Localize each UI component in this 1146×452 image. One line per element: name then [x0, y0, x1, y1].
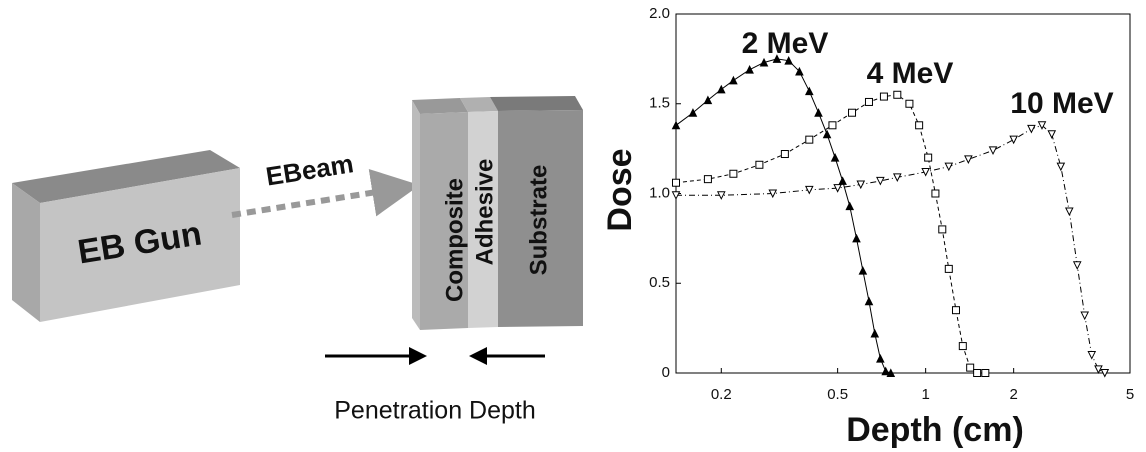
point: [945, 265, 952, 272]
point: [781, 151, 788, 158]
layer-top: [490, 96, 583, 111]
x-tick-label: 0.5: [827, 386, 848, 403]
point: [829, 122, 836, 129]
point: [882, 368, 889, 375]
x-tick-label: 5: [1126, 386, 1134, 403]
point: [730, 77, 737, 84]
point: [1074, 262, 1081, 269]
diagram: EB Gun EBeam Composite Adhesive Substrat…: [12, 96, 583, 425]
point: [673, 122, 680, 129]
point: [815, 109, 822, 116]
point: [761, 59, 768, 66]
series-label: 10 MeV: [1010, 87, 1113, 120]
point: [718, 86, 725, 93]
point: [965, 156, 972, 163]
point: [974, 370, 981, 377]
layer-label: Substrate: [525, 165, 552, 276]
point: [982, 370, 989, 377]
point: [959, 343, 966, 350]
point: [859, 267, 866, 274]
y-tick-label: 2.0: [649, 5, 670, 22]
series-label: 4 MeV: [867, 57, 954, 90]
point: [932, 190, 939, 197]
point: [1048, 131, 1055, 138]
x-tick-label: 0.2: [711, 386, 732, 403]
point: [939, 226, 946, 233]
point: [704, 176, 711, 183]
y-tick-label: 0: [662, 364, 670, 381]
point: [916, 122, 923, 129]
point: [730, 170, 737, 177]
point: [1081, 312, 1088, 319]
point: [906, 100, 913, 107]
point: [849, 109, 856, 116]
beam-label: EBeam: [264, 148, 356, 191]
point: [1028, 125, 1035, 132]
series-label: 2 MeV: [742, 27, 829, 60]
point: [952, 307, 959, 314]
point: [880, 93, 887, 100]
point: [945, 163, 952, 170]
x-tick-label: 1: [921, 386, 929, 403]
point: [673, 179, 680, 186]
point: [853, 235, 860, 242]
y-axis-label: Dose: [601, 148, 639, 231]
layer-label: Composite: [441, 178, 468, 302]
point: [806, 136, 813, 143]
caption: Penetration Depth: [334, 397, 536, 425]
y-tick-label: 0.5: [649, 274, 670, 291]
y-tick-label: 1.5: [649, 95, 670, 112]
point: [839, 177, 846, 184]
point: [865, 98, 872, 105]
figure: EB Gun EBeam Composite Adhesive Substrat…: [0, 0, 1146, 452]
point: [1057, 163, 1064, 170]
point: [871, 330, 878, 337]
point: [806, 88, 813, 95]
beam-arrow: [232, 187, 408, 215]
x-axis-label: Depth (cm): [846, 411, 1024, 449]
point: [877, 177, 884, 184]
point: [925, 154, 932, 161]
point: [832, 154, 839, 161]
x-tick-label: 2: [1009, 386, 1017, 403]
point: [824, 131, 831, 138]
gun-side: [12, 183, 40, 322]
point: [990, 147, 997, 154]
series-line: [676, 95, 985, 373]
point: [877, 355, 884, 362]
y-tick-label: 1.0: [649, 184, 670, 201]
point: [1088, 352, 1095, 359]
series-line: [676, 59, 891, 373]
point: [1010, 136, 1017, 143]
layer-top: [412, 98, 468, 114]
point: [1066, 208, 1073, 215]
point: [756, 161, 763, 168]
point: [846, 203, 853, 210]
point: [865, 298, 872, 305]
point: [967, 364, 974, 371]
layer-label: Adhesive: [471, 159, 498, 266]
point: [746, 66, 753, 73]
series-line: [676, 125, 1105, 373]
point: [894, 91, 901, 98]
layer-side: [412, 100, 420, 330]
